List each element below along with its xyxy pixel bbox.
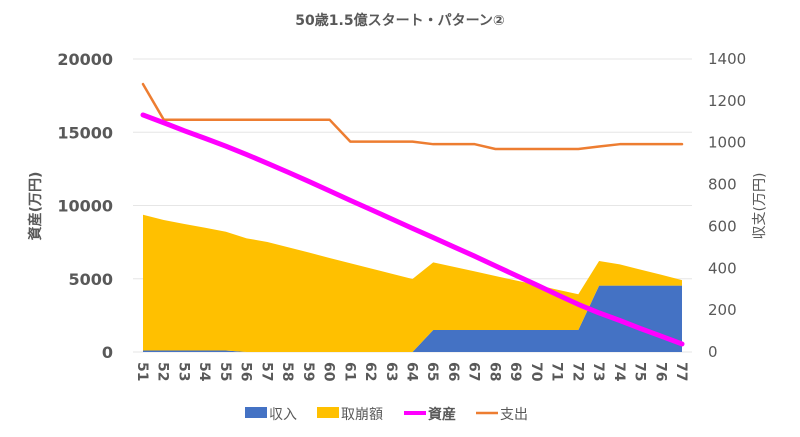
y-right-tick-label: 0 bbox=[708, 343, 718, 361]
y-axis-right: 0 200 400 600 800 1000 1200 1400 bbox=[708, 50, 746, 361]
x-tick-label: 77 bbox=[673, 362, 689, 381]
line-資産 bbox=[140, 112, 685, 347]
x-tick-label: 68 bbox=[486, 362, 502, 381]
y-right-tick-label: 800 bbox=[708, 176, 737, 194]
area-収入 bbox=[143, 285, 682, 352]
y-left-tick-label: 20000 bbox=[57, 50, 113, 69]
y-right-tick-label: 600 bbox=[708, 217, 737, 235]
y-right-tick-label: 1000 bbox=[708, 134, 746, 152]
y-right-tick-label: 1400 bbox=[708, 50, 746, 68]
x-tick-label: 58 bbox=[279, 362, 295, 381]
y-right-tick-label: 400 bbox=[708, 259, 737, 277]
x-tick-label: 76 bbox=[652, 362, 668, 381]
legend-label: 収入 bbox=[269, 407, 297, 423]
legend-item-支出: 支出 bbox=[476, 407, 528, 423]
line-series bbox=[140, 82, 685, 347]
y-right-tick-label: 200 bbox=[708, 301, 737, 319]
x-tick-label: 66 bbox=[445, 362, 461, 381]
x-tick-label: 59 bbox=[300, 362, 316, 381]
y-right-tick-label: 1200 bbox=[708, 92, 746, 110]
x-tick-label: 52 bbox=[155, 362, 171, 381]
x-tick-label: 67 bbox=[466, 362, 482, 381]
legend-item-資産: 資産 bbox=[404, 406, 456, 423]
x-tick-label: 54 bbox=[196, 362, 212, 382]
legend-label: 取崩額 bbox=[341, 407, 383, 423]
legend-label: 支出 bbox=[500, 407, 528, 423]
x-tick-label: 70 bbox=[528, 362, 544, 382]
x-tick-label: 72 bbox=[569, 362, 585, 381]
x-tick-label: 60 bbox=[321, 362, 337, 382]
x-tick-label: 53 bbox=[175, 362, 191, 381]
y-left-tick-label: 5000 bbox=[68, 270, 113, 289]
x-tick-label: 56 bbox=[238, 362, 254, 381]
x-tick-label: 65 bbox=[424, 362, 440, 381]
x-tick-label: 74 bbox=[611, 362, 627, 382]
legend-swatch bbox=[245, 407, 267, 418]
line-支出 bbox=[141, 82, 684, 151]
x-tick-label: 64 bbox=[404, 362, 420, 382]
x-tick-label: 61 bbox=[341, 362, 357, 381]
legend-item-収入: 収入 bbox=[245, 407, 297, 423]
x-axis: 51 52 53 54 55 56 57 58 59 60 61 62 63 64 65 66 67 68 69 70… bbox=[134, 362, 689, 382]
y-axis-left-title: 資産(万円) bbox=[27, 172, 44, 241]
area-取崩額 bbox=[143, 214, 682, 352]
y-left-tick-label: 15000 bbox=[57, 123, 113, 142]
legend: 収入 取崩額 資産 支出 bbox=[245, 406, 528, 423]
y-axis-left: 0 5000 10000 15000 20000 bbox=[57, 50, 113, 362]
x-tick-label: 75 bbox=[632, 362, 648, 381]
x-tick-label: 51 bbox=[134, 362, 150, 381]
x-tick-label: 57 bbox=[258, 362, 274, 381]
legend-item-取崩額: 取崩額 bbox=[317, 407, 383, 423]
x-tick-label: 73 bbox=[590, 362, 606, 381]
x-tick-label: 62 bbox=[362, 362, 378, 381]
chart-title: 50歳1.5億スタート・パターン② bbox=[295, 12, 504, 29]
x-tick-label: 63 bbox=[383, 362, 399, 381]
area-series bbox=[143, 214, 682, 352]
y-left-tick-label: 10000 bbox=[57, 197, 113, 216]
legend-label: 資産 bbox=[428, 406, 456, 423]
x-tick-label: 55 bbox=[217, 362, 233, 381]
legend-swatch bbox=[317, 407, 339, 418]
y-axis-right-title: 収支(万円) bbox=[752, 173, 768, 240]
y-left-tick-label: 0 bbox=[102, 343, 113, 362]
x-tick-label: 69 bbox=[507, 362, 523, 381]
x-tick-label: 71 bbox=[549, 362, 565, 381]
